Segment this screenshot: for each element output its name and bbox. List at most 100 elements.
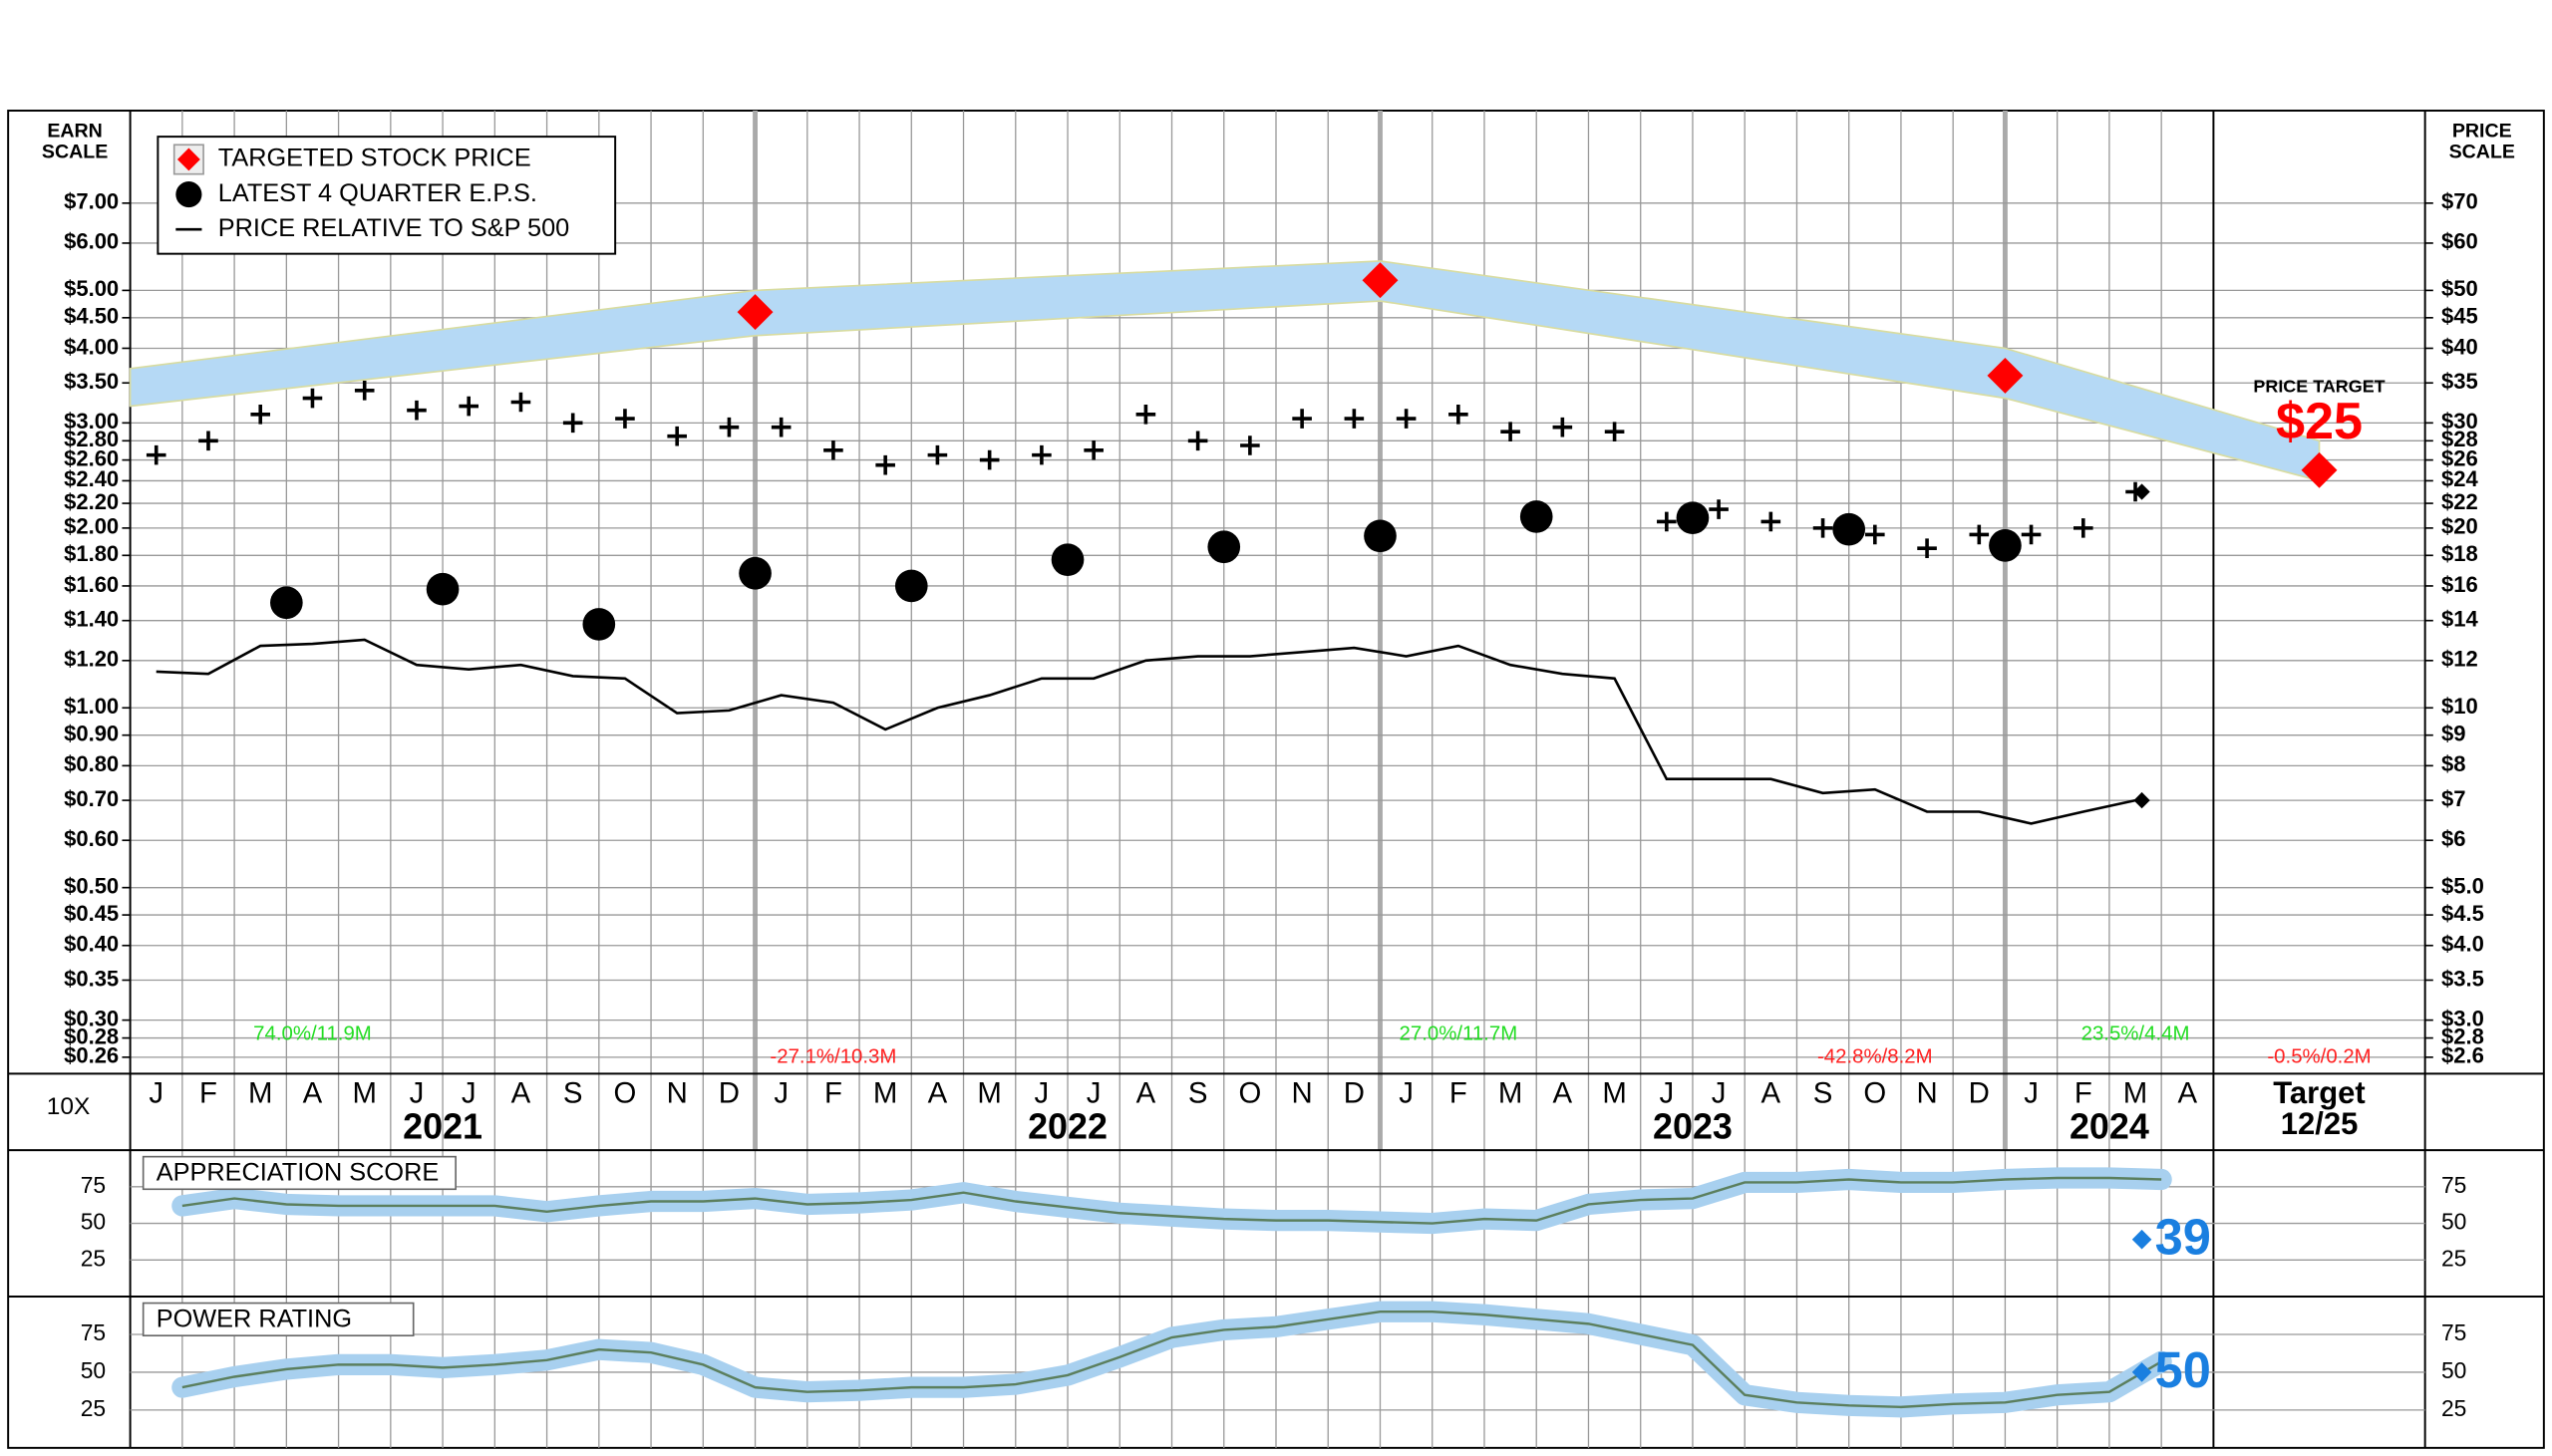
month-label: A	[1761, 1076, 1781, 1109]
earn-tick-label: $2.80	[64, 427, 119, 451]
price-bar	[1552, 417, 1573, 437]
earn-tick-label: $2.60	[64, 445, 119, 470]
price-bar	[1240, 436, 1260, 455]
target-caption: PRICE TARGET	[2253, 376, 2385, 396]
price-bar	[875, 454, 895, 475]
price-bar	[146, 444, 166, 465]
price-bar	[823, 439, 843, 460]
earn-tick-label: $0.70	[64, 786, 119, 811]
price-tick-label: $7	[2441, 786, 2466, 811]
month-label: S	[563, 1076, 583, 1109]
earn-tick-label: $7.00	[64, 189, 119, 214]
price-bar	[250, 405, 271, 425]
panel-tick-label: 25	[81, 1395, 106, 1421]
price-tick-label: $3.5	[2441, 966, 2484, 991]
price-tick-label: $14	[2441, 607, 2478, 632]
legend-box	[157, 136, 617, 255]
price-bar	[1396, 409, 1417, 429]
month-label: S	[1188, 1076, 1208, 1109]
target-price-marker	[1987, 357, 2024, 394]
price-tick-label: $18	[2441, 541, 2478, 566]
eps-dot	[1519, 500, 1553, 533]
price-tick-label: $20	[2441, 514, 2478, 539]
price-tick-label: $4.0	[2441, 932, 2484, 957]
month-label: J	[462, 1076, 477, 1109]
month-label: N	[1916, 1076, 1937, 1109]
price-bar	[719, 417, 740, 437]
month-label: F	[2074, 1076, 2092, 1109]
eps-dot	[582, 608, 616, 641]
price-tick-label: $22	[2441, 489, 2478, 514]
month-label: J	[149, 1076, 163, 1109]
month-label: F	[1449, 1076, 1467, 1109]
target-label: Target	[2273, 1075, 2365, 1110]
latest-relative-marker	[2133, 791, 2150, 809]
year-label: 2022	[1028, 1105, 1108, 1146]
month-label: O	[1238, 1076, 1261, 1109]
month-label: D	[1344, 1076, 1365, 1109]
price-bar	[1865, 524, 1885, 545]
earn-tick-label: $1.60	[64, 572, 119, 597]
month-label: M	[977, 1076, 1001, 1109]
price-bar	[1344, 409, 1365, 429]
price-bar	[1500, 422, 1520, 441]
month-label: J	[1712, 1076, 1727, 1109]
price-bar	[1604, 422, 1625, 441]
panel-tick-label: 50	[81, 1209, 106, 1235]
price-bar	[354, 380, 375, 401]
panel-line	[181, 1310, 2162, 1409]
earn-scale-title: EARN	[47, 120, 102, 142]
price-tick-label: $45	[2441, 304, 2478, 329]
price-tick-label: $3.0	[2441, 1006, 2484, 1030]
ratio-label: 10X	[47, 1093, 91, 1120]
price-tick-label: $5.0	[2441, 873, 2484, 898]
earn-tick-label: $5.00	[64, 276, 119, 301]
price-tick-label: $9	[2441, 722, 2466, 746]
month-label: J	[774, 1076, 789, 1109]
price-bar	[1187, 431, 1208, 451]
price-bar	[1292, 409, 1312, 429]
legend-label: TARGETED STOCK PRICE	[218, 145, 531, 172]
earn-tick-label: $2.40	[64, 466, 119, 491]
earn-tick-label: $0.45	[64, 901, 119, 926]
price-tick-label: $26	[2441, 445, 2478, 470]
month-label: J	[1087, 1076, 1102, 1109]
earn-tick-label: $2.20	[64, 489, 119, 514]
year-label: 2024	[2070, 1105, 2149, 1146]
price-tick-label: $6	[2441, 826, 2466, 851]
price-tick-label: $8	[2441, 751, 2466, 776]
volume-annotation: 74.0%/11.9M	[253, 1023, 372, 1045]
month-label: J	[2024, 1076, 2039, 1109]
panel-title: APPRECIATION SCORE	[157, 1158, 439, 1186]
earn-tick-label: $0.30	[64, 1006, 119, 1030]
panel-title-box	[142, 1155, 457, 1191]
price-tick-label: $2.8	[2441, 1023, 2484, 1048]
eps-dot	[1207, 530, 1241, 564]
earn-tick-label: $1.40	[64, 607, 119, 632]
panel-tick-label: 25	[2441, 1245, 2466, 1271]
earn-tick-label: $1.80	[64, 541, 119, 566]
earn-tick-label: $0.28	[64, 1023, 119, 1048]
eps-dot	[1364, 519, 1397, 553]
price-bar	[979, 449, 1000, 470]
eps-dot	[1832, 512, 1866, 546]
month-label: A	[928, 1076, 948, 1109]
price-bar	[1812, 518, 1833, 538]
month-label: F	[824, 1076, 842, 1109]
month-label: M	[352, 1076, 376, 1109]
volume-annotation: -42.8%/8.2M	[1817, 1045, 1933, 1067]
legend-label: PRICE RELATIVE TO S&P 500	[218, 214, 569, 242]
current-value: 50	[2155, 1341, 2211, 1398]
panel-tick-label: 75	[2441, 1172, 2466, 1198]
earn-tick-label: $0.80	[64, 751, 119, 776]
current-value: 39	[2155, 1209, 2211, 1266]
month-label: M	[873, 1076, 897, 1109]
price-bar	[562, 413, 583, 434]
month-label: O	[1863, 1076, 1886, 1109]
month-label: M	[2123, 1076, 2147, 1109]
year-label: 2023	[1653, 1105, 1733, 1146]
price-bar	[1657, 511, 1677, 532]
price-tick-label: $40	[2441, 334, 2478, 359]
price-bar	[1917, 538, 1937, 558]
earn-tick-label: $0.60	[64, 826, 119, 851]
